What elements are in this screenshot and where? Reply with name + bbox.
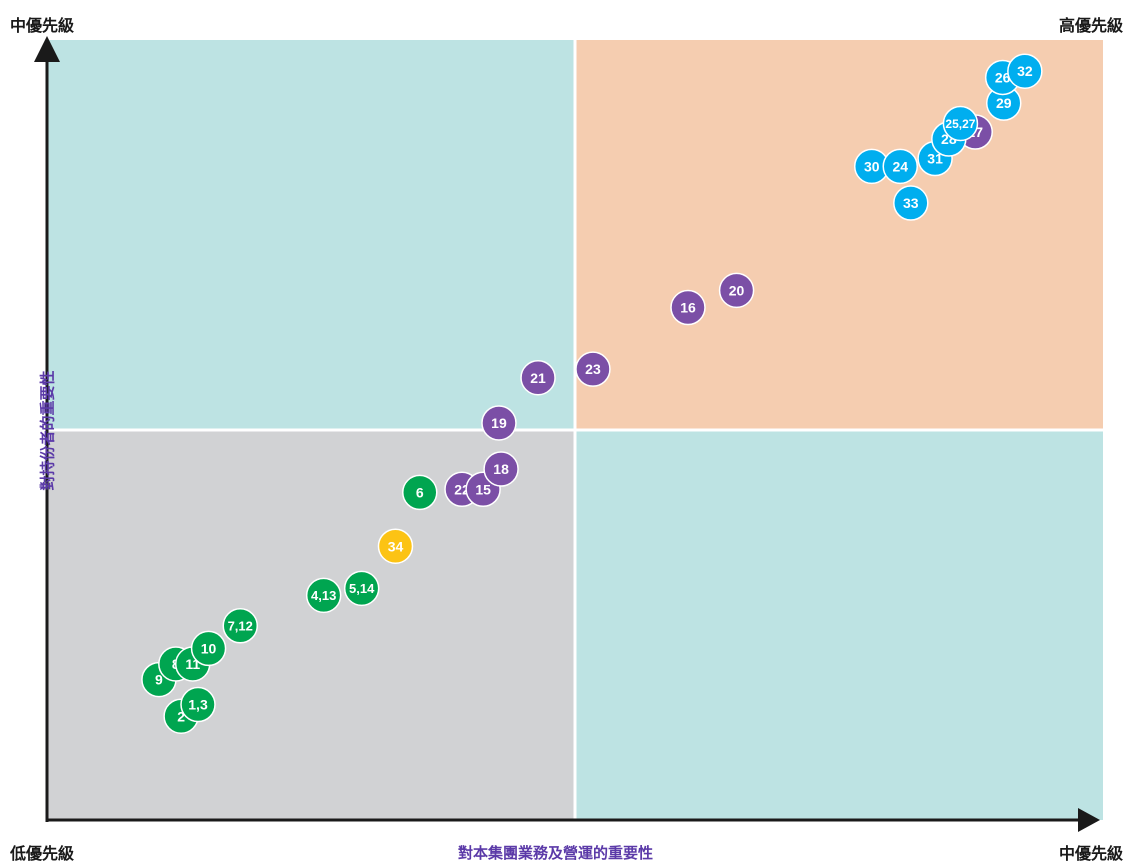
data-point-label: 16 [680,300,696,316]
data-point-label: 15 [475,481,491,497]
data-point-label: 7,12 [228,618,253,633]
data-point-34 [377,528,414,564]
data-point-label: 29 [996,95,1012,111]
data-point-label: 1,3 [188,697,208,713]
data-point-25-27 [942,105,979,142]
x-axis-arrow-icon [1078,808,1100,832]
data-point-21 [520,359,556,396]
data-point-20 [718,272,755,309]
data-point-10 [190,630,227,667]
data-point-4-13 [305,577,342,614]
data-point-label: 30 [864,158,880,174]
x-axis-label: 對本集團業務及營運的重要性 [457,845,653,862]
y-axis-arrow-icon [34,36,60,62]
data-point-1-3 [180,686,216,723]
data-point-5-14 [343,570,380,607]
corner-label-top-left: 中優先級 [10,18,75,35]
data-point-label: 5,14 [349,581,375,596]
corner-label-top-right: 高優先級 [1058,18,1123,35]
data-point-label: 34 [388,538,404,554]
data-point-label: 4,13 [311,588,336,603]
data-point-label: 24 [892,158,908,174]
data-point-18 [483,451,519,487]
data-point-label: 9 [155,672,163,688]
data-point-label: 32 [1017,63,1033,79]
data-point-label: 23 [585,361,601,377]
corner-label-bottom-right: 中優先級 [1058,846,1123,863]
quadrant-top-left [47,40,575,430]
data-point-label: 20 [729,282,745,298]
data-point-24 [882,148,918,185]
data-point-33 [893,185,929,221]
data-point-16 [670,289,706,326]
data-point-7-12 [222,608,258,644]
data-point-23 [575,351,611,387]
data-point-label: 26 [995,69,1011,85]
data-point-label: 18 [493,461,509,477]
quadrant-top-right [575,40,1103,430]
data-point-label: 31 [927,151,943,167]
data-point-32 [1007,53,1043,89]
y-axis-label: 對持份者的重要性 [39,370,57,491]
data-point-label: 2 [177,708,185,724]
data-point-6 [402,474,438,511]
data-point-label: 19 [491,415,507,431]
data-point-label: 25,27 [945,117,975,131]
corner-label-bottom-left: 低優先級 [10,846,75,863]
data-points: 21,39811107,124,135,14634221518192123162… [141,53,1043,735]
quadrant-bottom-right [575,430,1103,820]
data-point-label: 33 [903,195,919,211]
data-point-label: 21 [530,370,546,386]
data-point-label: 6 [416,484,424,500]
data-point-19 [481,405,517,441]
data-point-label: 10 [201,640,217,656]
